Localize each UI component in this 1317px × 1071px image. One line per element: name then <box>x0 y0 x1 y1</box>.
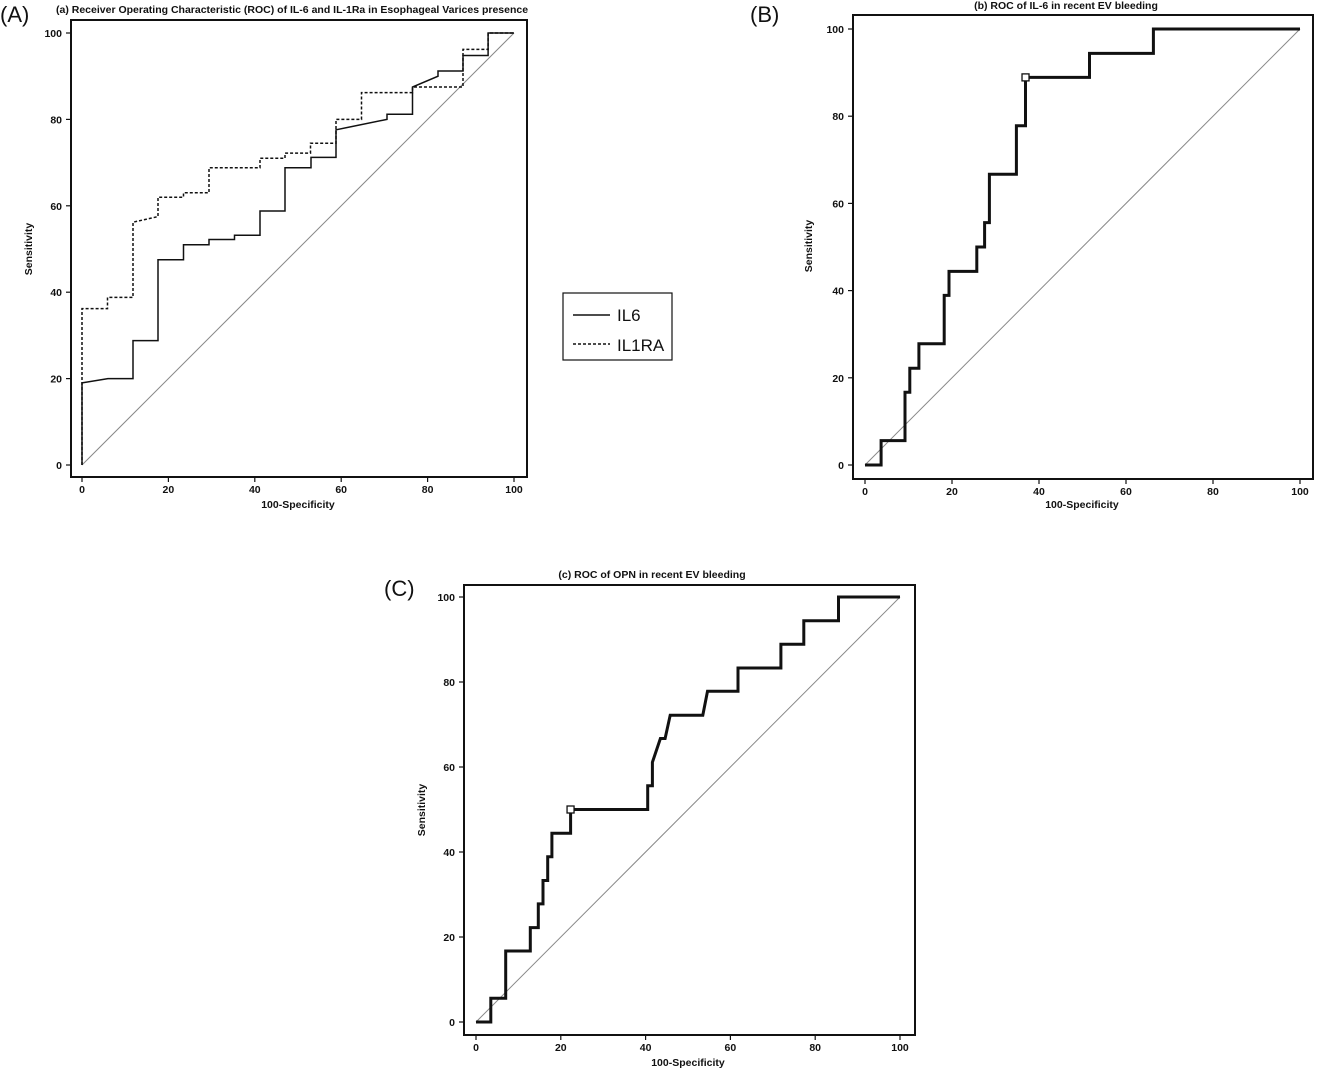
legend-box <box>562 292 673 361</box>
chart-a-series-il6 <box>81 32 514 465</box>
legend-il1ra-label: IL1RA <box>617 336 665 355</box>
chart-c-ytick-label: 40 <box>443 847 455 859</box>
chart-a-xtick-label: 100 <box>505 484 523 496</box>
chart-c-xtick-label: 0 <box>473 1042 479 1054</box>
chart-c-reference-line <box>475 596 901 1023</box>
chart-a-xtick-label: 20 <box>163 484 175 496</box>
chart-c-xtick-label: 60 <box>725 1042 737 1054</box>
chart-c-ytick-label: 0 <box>449 1017 455 1029</box>
chart-c-xtick-label: 20 <box>555 1042 567 1054</box>
chart-b-title: (b) ROC of IL-6 in recent EV bleeding <box>974 0 1158 12</box>
chart-a-title: (a) Receiver Operating Characteristic (R… <box>56 4 528 16</box>
chart-b-cutoff-marker <box>1021 73 1030 82</box>
chart-a-ticks: 0 20 40 60 80 100 0 20 40 60 80 100 <box>44 28 522 496</box>
chart-b-ytick-label: 40 <box>832 286 844 298</box>
chart-b-xtick-label: 40 <box>1033 486 1045 498</box>
chart-c-series-group <box>476 595 900 1024</box>
chart-c-xlabel: 100-Specificity <box>651 1057 725 1069</box>
chart-b-ytick-label: 20 <box>832 373 844 385</box>
chart-c-xtick-label: 80 <box>809 1042 821 1054</box>
chart-a-frame <box>70 19 528 478</box>
chart-c-frame <box>463 584 916 1036</box>
chart-a-series-group <box>81 32 514 465</box>
chart-b-ytick-label: 0 <box>838 460 844 472</box>
chart-a-ylabel: Sensitivity <box>23 223 35 276</box>
chart-a-ytick-label: 80 <box>50 114 62 126</box>
chart-a-ytick-label: 20 <box>50 374 62 386</box>
chart-b-ytick-label: 60 <box>832 198 844 210</box>
chart-b-series-group <box>865 27 1300 467</box>
chart-a-ytick-label: 100 <box>44 28 62 40</box>
chart-a-xtick-label: 80 <box>422 484 434 496</box>
chart-c: (c) ROC of OPN in recent EV bleeding 0 20… <box>416 569 916 1069</box>
chart-a: (a) Receiver Operating Characteristic (R… <box>23 4 528 511</box>
chart-c-ytick-label: 100 <box>437 592 455 604</box>
chart-b: (b) ROC of IL-6 in recent EV bleeding 0 2… <box>803 0 1314 511</box>
chart-b-reference-line <box>864 28 1301 466</box>
chart-b-ticks: 0 20 40 60 80 100 0 20 40 60 80 100 <box>826 24 1308 498</box>
chart-a-ytick-label: 60 <box>50 201 62 213</box>
chart-b-xtick-label: 60 <box>1120 486 1132 498</box>
chart-c-title: (c) ROC of OPN in recent EV bleeding <box>558 569 745 581</box>
chart-a-ytick-label: 40 <box>50 287 62 299</box>
chart-c-ylabel: Sensitivity <box>416 784 428 837</box>
panel-label-a: (A) <box>0 2 29 27</box>
legend: IL6 IL1RA <box>562 292 673 361</box>
chart-a-reference-line <box>81 32 515 466</box>
chart-b-xtick-label: 20 <box>946 486 958 498</box>
chart-b-ylabel: Sensitivity <box>803 220 815 273</box>
chart-b-xtick-label: 100 <box>1291 486 1309 498</box>
legend-il6-label: IL6 <box>617 306 641 325</box>
chart-c-xtick-label: 100 <box>891 1042 909 1054</box>
chart-c-xtick-label: 40 <box>640 1042 652 1054</box>
chart-b-xtick-label: 80 <box>1207 486 1219 498</box>
chart-a-xtick-label: 60 <box>335 484 347 496</box>
chart-b-frame <box>852 14 1314 480</box>
chart-c-ytick-label: 80 <box>443 677 455 689</box>
chart-b-xlabel: 100-Specificity <box>1045 499 1119 511</box>
chart-a-series-il1ra <box>81 32 514 465</box>
chart-b-xtick-label: 0 <box>862 486 868 498</box>
chart-b-ytick-label: 80 <box>832 111 844 123</box>
chart-c-ytick-label: 20 <box>443 932 455 944</box>
chart-c-ytick-label: 60 <box>443 762 455 774</box>
chart-a-xlabel: 100-Specificity <box>261 499 335 511</box>
chart-a-xtick-label: 40 <box>249 484 261 496</box>
chart-c-series-roc-curve <box>476 595 900 1024</box>
panel-label-c: (C) <box>384 576 415 601</box>
chart-c-ticks: 0 20 40 60 80 100 0 20 40 60 80 100 <box>437 592 908 1054</box>
chart-b-series-roc-curve <box>865 27 1300 467</box>
chart-c-cutoff-marker <box>566 805 575 814</box>
chart-b-ytick-label: 100 <box>826 24 844 36</box>
panel-label-b: (B) <box>750 2 779 27</box>
chart-a-ytick-label: 0 <box>56 460 62 472</box>
chart-a-xtick-label: 0 <box>79 484 85 496</box>
